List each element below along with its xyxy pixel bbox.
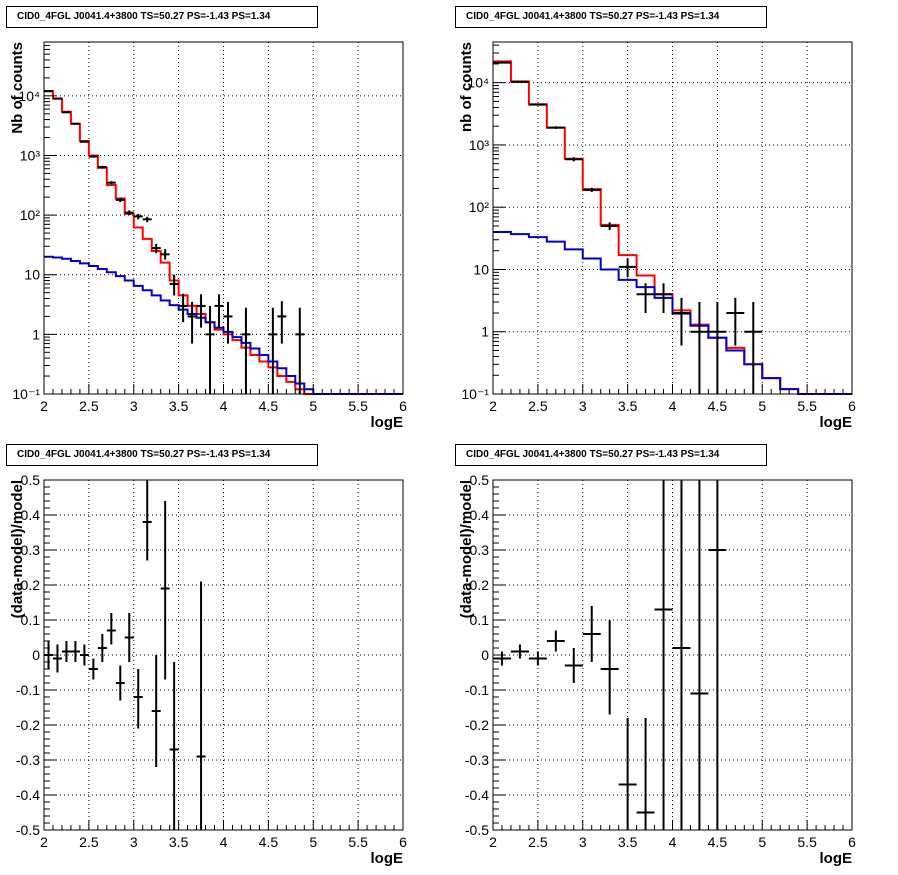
y-tick-label: -0.1 [465,682,489,698]
y-tick-label: 0.2 [21,577,41,593]
x-tick-label: 3.5 [618,834,638,850]
y-tick-label: -0.5 [465,822,489,838]
x-axis-label: logE [820,850,853,867]
x-tick-label: 4 [669,398,677,414]
y-tick-label: 1 [32,326,40,342]
x-axis-label: logE [371,414,404,431]
x-tick-label: 6 [848,834,856,850]
x-tick-label: 5.5 [348,398,368,414]
y-tick-label: 0.5 [470,472,490,488]
y-tick-label: 0.4 [21,507,41,523]
x-tick-label: 2.5 [79,398,99,414]
y-tick-label: 10 [24,267,40,283]
x-tick-label: 2 [40,834,48,850]
y-tick-label: 0.4 [470,507,490,523]
y-tick-label: -0.4 [16,787,40,803]
y-tick-label: 0.5 [21,472,41,488]
y-tick-label: 10 [473,261,489,277]
x-tick-label: 5.5 [797,834,817,850]
panel-title-top-left: CID0_4FGL J0041.4+3800 TS=50.27 PS=-1.43… [6,6,318,28]
y-axis-label: Nb of counts [9,42,26,134]
x-tick-label: 3.5 [169,398,189,414]
x-tick-label: 2.5 [528,834,548,850]
x-tick-label: 4.5 [708,398,728,414]
x-tick-label: 3 [130,398,138,414]
y-tick-label: 10² [469,199,490,215]
x-tick-label: 4.5 [259,834,279,850]
chart-counts-coarse: 2 2.5 3 3.5 4 4.5 5 5.5 6 10⁻¹ 1 10 10² 10³ 10⁴ logE nb … [458,41,856,431]
x-tick-label: 5 [309,834,317,850]
y-tick-label: 1 [481,324,489,340]
panel-title-bottom-left: CID0_4FGL J0041.4+3800 TS=50.27 PS=-1.43… [6,444,318,466]
x-axis-label: logE [820,414,853,431]
y-tick-label: 0.1 [470,612,490,628]
x-tick-label: 2.5 [528,398,548,414]
x-tick-label: 2.5 [79,834,99,850]
chart-counts-fine: 2 2.5 3 3.5 4 4.5 5 5.5 6 10⁻¹ 1 10 10² 10³ 10⁴ logE Nb … [9,41,407,431]
panel-title-top-right: CID0_4FGL J0041.4+3800 TS=50.27 PS=-1.43… [455,6,767,28]
x-tick-label: 3 [579,834,587,850]
y-tick-label: -0.3 [16,752,40,768]
chart-residual-fine: 2 2.5 3 3.5 4 4.5 5 5.5 6 -0.5 -0.4 -0.3 -0.2 -0.1 0 0.… [9,472,407,867]
x-tick-label: 4 [669,834,677,850]
y-tick-label: -0.3 [465,752,489,768]
x-tick-label: 5 [758,398,766,414]
x-tick-label: 2 [40,398,48,414]
x-tick-label: 5.5 [348,834,368,850]
y-tick-label: 10³ [469,137,490,153]
x-tick-label: 3 [579,398,587,414]
y-tick-label: -0.2 [16,717,40,733]
x-tick-label: 5 [758,834,766,850]
y-tick-label: 0.2 [470,577,490,593]
y-tick-label: 10⁴ [467,75,489,91]
y-axis-label: nb of counts [458,42,475,132]
x-tick-label: 3 [130,834,138,850]
y-tick-label: 10⁻¹ [461,386,489,402]
x-tick-label: 5.5 [797,398,817,414]
x-tick-label: 4 [220,834,228,850]
x-tick-label: 3.5 [169,834,189,850]
x-tick-label: 2 [489,398,497,414]
x-tick-label: 2 [489,834,497,850]
x-tick-label: 4 [220,398,228,414]
y-tick-label: -0.1 [16,682,40,698]
y-tick-label: 10⁻¹ [12,386,40,402]
y-tick-label: 10⁴ [18,88,40,104]
y-tick-label: 0 [481,647,489,663]
y-axis-label: (data-model)/model [458,480,475,618]
x-tick-label: 3.5 [618,398,638,414]
y-tick-label: -0.4 [465,787,489,803]
y-tick-label: -0.2 [465,717,489,733]
x-tick-label: 4.5 [259,398,279,414]
y-tick-label: 0.1 [21,612,41,628]
x-tick-label: 5 [309,398,317,414]
y-tick-label: -0.5 [16,822,40,838]
model-step-line [493,60,852,395]
model-step-line [44,255,403,395]
y-tick-label: 0.3 [470,542,490,558]
x-axis-label: logE [371,850,404,867]
chart-residual-coarse: 2 2.5 3 3.5 4 4.5 5 5.5 6 -0.5 -0.4 -0.3 -0.2 -0.1 0 0.… [458,472,856,867]
x-tick-label: 6 [399,834,407,850]
panel-title-bottom-right: CID0_4FGL J0041.4+3800 TS=50.27 PS=-1.43… [455,444,767,466]
x-tick-label: 6 [399,398,407,414]
y-tick-label: 0.3 [21,542,41,558]
y-tick-label: 10² [20,207,41,223]
x-tick-label: 6 [848,398,856,414]
y-tick-label: 0 [32,647,40,663]
y-tick-label: 10³ [20,147,41,163]
x-tick-label: 4.5 [708,834,728,850]
y-axis-label: (data-model)/model [9,480,26,618]
